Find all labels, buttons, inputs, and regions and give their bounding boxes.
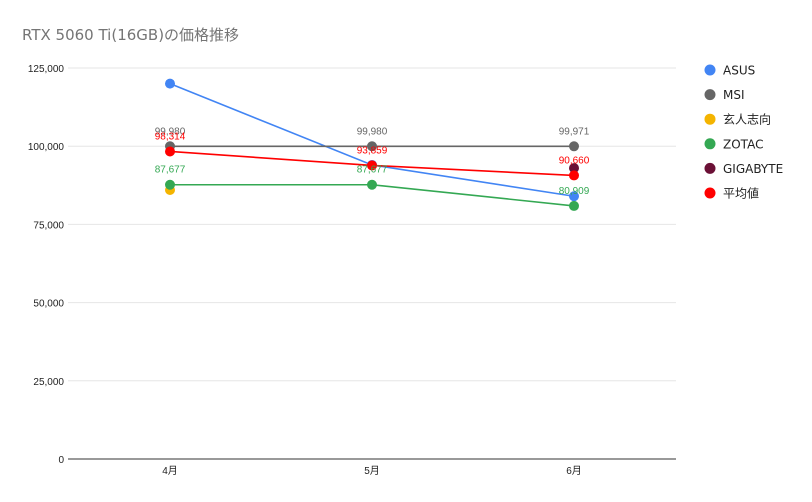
legend-item: MSI — [704, 88, 745, 102]
series-3 — [165, 179, 579, 211]
data-label: 98,314 — [155, 131, 186, 142]
legend-label: 玄人志向 — [723, 112, 771, 127]
x-axis-ticks: 4月 5月 6月 — [162, 465, 582, 477]
data-labels: 99,980 99,980 99,971 87,677 87,677 80,909 98,3… — [155, 126, 590, 197]
data-label: 93,859 — [357, 145, 388, 156]
data-point — [569, 191, 579, 202]
legend-item: GIGABYTE — [704, 162, 783, 176]
data-label: 99,971 — [559, 126, 590, 137]
y-tick-label: 75,000 — [33, 220, 64, 231]
data-point — [367, 160, 377, 171]
y-tick-label: 0 — [58, 455, 64, 466]
y-tick-label: 100,000 — [28, 142, 65, 153]
x-tick-label: 5月 — [364, 465, 380, 477]
legend-item: 玄人志向 — [704, 112, 771, 127]
legend-label: 平均値 — [723, 186, 759, 201]
data-point — [165, 78, 175, 89]
data-point — [165, 146, 175, 157]
y-axis-ticks: 0 25,000 50,000 75,000 100,000 125,000 — [28, 64, 65, 466]
legend-item: ZOTAC — [704, 137, 763, 151]
data-label: 99,980 — [155, 126, 186, 137]
legend-marker — [704, 89, 716, 101]
data-label: 80,909 — [559, 186, 590, 197]
data-point — [569, 170, 579, 181]
data-label: 87,677 — [155, 165, 186, 176]
legend-label: MSI — [723, 88, 745, 102]
series — [165, 78, 579, 211]
series-1 — [165, 141, 579, 152]
legend-label: ZOTAC — [723, 137, 763, 151]
y-tick-label: 125,000 — [28, 64, 65, 75]
chart-title: RTX 5060 Ti(16GB)の価格推移 — [22, 26, 239, 44]
series-4 — [569, 163, 579, 174]
data-point — [569, 200, 579, 211]
legend: ASUS MSI 玄人志向 ZOTAC GIGABYTE 平均値 — [704, 64, 783, 201]
x-tick-label: 4月 — [162, 465, 178, 477]
data-point — [165, 179, 175, 190]
legend-marker — [704, 187, 716, 199]
series-line — [169, 82, 575, 198]
gridlines — [68, 67, 676, 382]
legend-marker — [704, 162, 716, 174]
legend-marker — [704, 138, 716, 150]
data-label: 90,660 — [559, 155, 590, 166]
y-tick-label: 25,000 — [33, 377, 64, 388]
data-point — [569, 163, 579, 174]
legend-marker — [704, 64, 716, 76]
legend-label: ASUS — [723, 64, 755, 78]
data-point — [569, 141, 579, 152]
data-label: 87,677 — [357, 165, 388, 176]
legend-label: GIGABYTE — [723, 162, 783, 176]
x-tick-label: 6月 — [566, 465, 582, 477]
data-label: 99,980 — [357, 126, 388, 137]
data-point — [367, 179, 377, 190]
legend-item: 平均値 — [704, 186, 759, 201]
legend-marker — [704, 113, 716, 125]
legend-item: ASUS — [704, 64, 755, 78]
y-tick-label: 50,000 — [33, 299, 64, 310]
data-point — [367, 141, 377, 152]
series-5 — [165, 146, 579, 181]
